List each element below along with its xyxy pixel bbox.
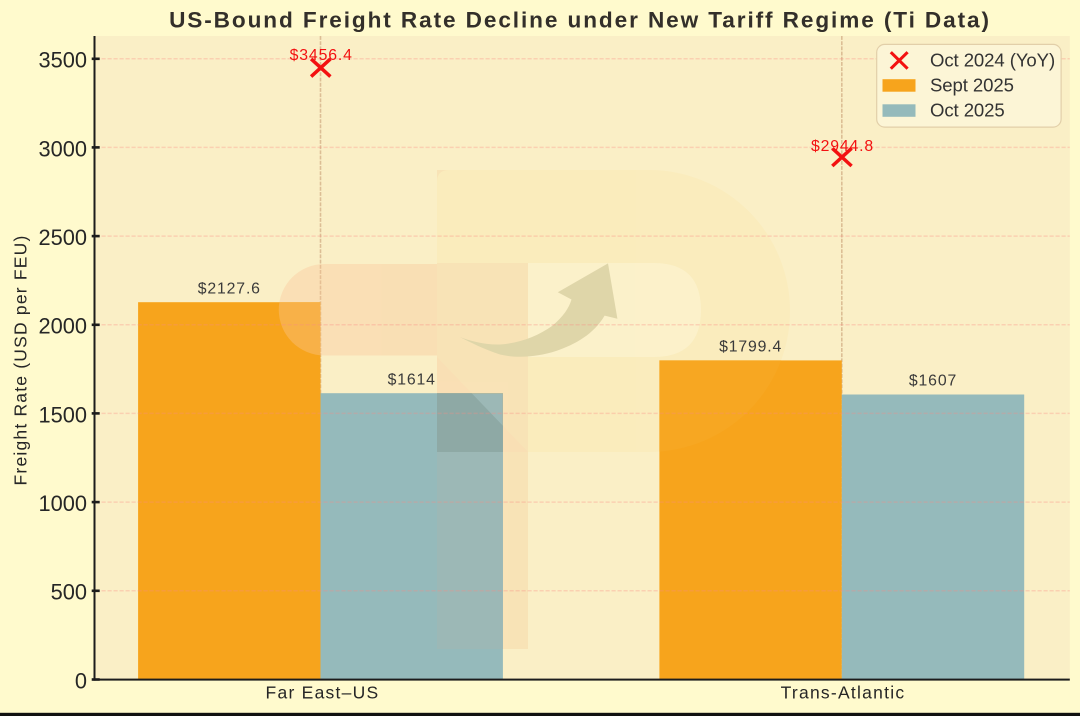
svg-text:3000: 3000 bbox=[39, 136, 88, 161]
svg-text:Far East–US: Far East–US bbox=[266, 682, 380, 702]
svg-text:1500: 1500 bbox=[39, 402, 88, 427]
svg-text:$1607: $1607 bbox=[909, 373, 957, 390]
svg-text:$2127.6: $2127.6 bbox=[198, 280, 261, 297]
svg-text:2500: 2500 bbox=[39, 225, 88, 250]
svg-text:$2944.8: $2944.8 bbox=[811, 138, 874, 155]
svg-text:Oct 2024 (YoY): Oct 2024 (YoY) bbox=[930, 49, 1055, 70]
svg-text:$3456.4: $3456.4 bbox=[290, 47, 353, 64]
svg-text:Sept 2025: Sept 2025 bbox=[930, 74, 1014, 95]
svg-text:Trans-Atlantic: Trans-Atlantic bbox=[781, 682, 906, 702]
svg-text:0: 0 bbox=[75, 668, 87, 693]
svg-text:500: 500 bbox=[51, 580, 87, 605]
svg-text:$1799.4: $1799.4 bbox=[719, 339, 782, 356]
svg-text:1000: 1000 bbox=[39, 491, 88, 516]
svg-text:2000: 2000 bbox=[39, 314, 88, 339]
svg-text:US-Bound Freight Rate Decline: US-Bound Freight Rate Decline under New … bbox=[169, 7, 991, 32]
svg-text:$1614: $1614 bbox=[388, 371, 436, 388]
svg-text:3500: 3500 bbox=[39, 48, 88, 73]
svg-text:Oct 2025: Oct 2025 bbox=[930, 100, 1005, 121]
svg-text:Freight Rate (USD per FEU): Freight Rate (USD per FEU) bbox=[10, 235, 30, 486]
